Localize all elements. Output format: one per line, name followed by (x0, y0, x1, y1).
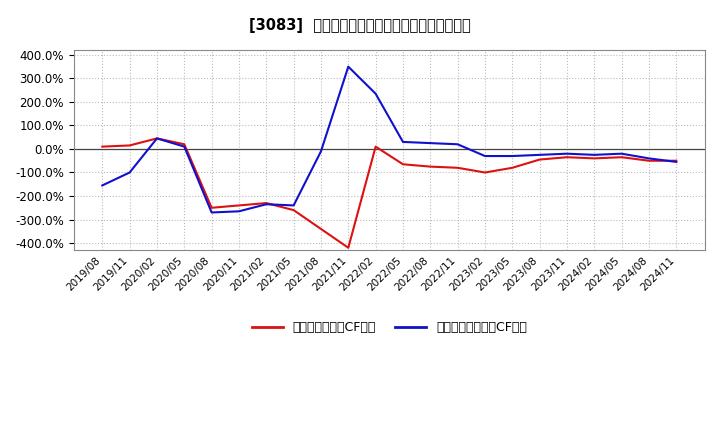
Legend: 有利子負債営業CF比率, 有利子負債フリーCF比率: 有利子負債営業CF比率, 有利子負債フリーCF比率 (246, 316, 532, 339)
Text: [3083]  有利子負債キャッシュフロー比率の推移: [3083] 有利子負債キャッシュフロー比率の推移 (249, 18, 471, 33)
